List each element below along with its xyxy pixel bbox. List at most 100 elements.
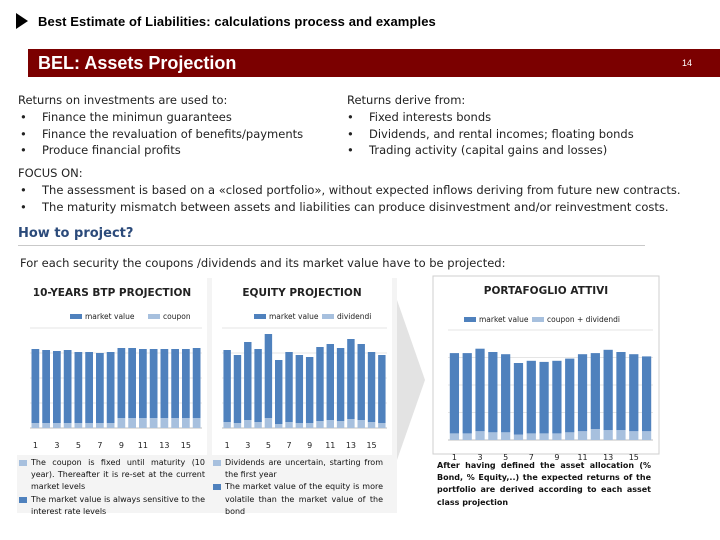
bar-coupon-dividendi [488,432,498,440]
bar-market-value [42,350,50,423]
bar-coupon [192,418,201,428]
bar-market-value [117,348,126,418]
bar-dividendi [264,418,273,428]
x-tick-label: 11 [325,441,335,450]
bar-market-value [128,348,136,418]
x-tick-label: 3 [245,441,250,450]
bar-coupon [117,418,126,428]
x-tick-label: 5 [76,441,81,450]
bar-coupon-dividendi [577,431,588,440]
legend-square-icon [532,317,544,322]
bar-market-value [462,353,472,434]
legend-label: dividendi [337,312,371,321]
bar-coupon [182,418,190,428]
list-item: The maturity mismatch between assets and… [18,199,681,216]
bar-market-value [616,352,626,431]
bar-dividendi [347,419,355,428]
returns-used-heading: Returns on investments are used to: [18,93,228,107]
legend-label: market value [479,315,529,324]
bar-coupon [96,423,104,428]
bar-coupon-dividendi [629,431,639,440]
bar-market-value [367,352,376,422]
legend-label: coupon [163,312,191,321]
bar-market-value [149,349,158,418]
list-item: Dividends, and rental incomes; floating … [345,126,634,143]
legend-square-icon [213,460,221,466]
x-tick-label: 5 [503,453,508,462]
bar-market-value [526,360,536,434]
bar-market-value [96,353,104,423]
slide-header: Best Estimate of Liabilities: calculatio… [16,11,436,31]
bar-market-value [378,355,386,423]
bar-market-value [63,350,72,423]
bar-dividendi [223,422,231,428]
bar-coupon-dividendi [565,432,575,440]
bar-coupon-dividendi [513,434,524,440]
btp-notes: The coupon is fixed until maturity (10 y… [17,457,205,518]
portfolio-notes: After having defined the asset allocatio… [437,460,651,509]
list-item: Fixed interests bonds [345,109,634,126]
legend-square-icon [254,314,266,319]
divider [18,245,645,246]
bar-dividendi [254,422,262,428]
banner-title: BEL: Assets Projection [38,53,237,73]
note-item: The market value is always sensitive to … [17,494,205,518]
legend-square-icon [213,484,221,491]
chart-title: EQUITY PROJECTION [242,287,361,299]
bar-dividendi [367,422,376,428]
page-number: 14 [681,58,692,68]
x-tick-label: 1 [452,453,457,462]
bar-market-value [182,349,190,418]
bar-market-value [641,356,652,432]
legend-square-icon [322,314,334,319]
section-banner: BEL: Assets Projection 14 [28,49,720,77]
x-tick-label: 11 [577,453,587,462]
bar-market-value [254,349,262,422]
list-item: Finance the minimun guarantees [18,109,303,126]
slide-header-title: Best Estimate of Liabilities: calculatio… [38,13,436,29]
legend-label: market value [269,312,319,321]
bar-dividendi [378,423,386,428]
flow-arrow-icon [397,300,425,460]
x-tick-label: 11 [138,441,148,450]
bar-market-value [475,348,485,432]
bar-coupon-dividendi [603,430,613,440]
bar-coupon [160,418,169,428]
bar-dividendi [295,423,304,428]
bar-market-value [552,360,562,434]
legend-square-icon [70,314,82,319]
bar-market-value [336,348,345,421]
x-tick-label: 7 [529,453,534,462]
x-tick-label: 3 [477,453,482,462]
bar-dividendi [336,421,345,428]
bar-market-value [629,354,639,432]
bar-market-value [347,339,355,419]
list-item: Finance the revaluation of benefits/paym… [18,126,303,143]
x-tick-label: 9 [307,441,312,450]
bar-market-value [275,360,283,424]
legend-label: market value [85,312,135,321]
bar-market-value [31,349,40,423]
legend-square-icon [19,496,27,503]
bar-market-value [295,355,304,423]
bar-market-value [357,344,365,420]
returns-used-list: Finance the minimun guarantees Finance t… [18,109,303,159]
how-subtitle: For each security the coupons /dividends… [20,256,506,270]
bar-dividendi [275,424,283,428]
bar-market-value [171,349,179,418]
focus-heading: FOCUS ON: [18,166,83,180]
list-item: Trading activity (capital gains and loss… [345,142,634,159]
bar-coupon [106,423,115,428]
focus-list: The assessment is based on a «closed por… [18,182,681,215]
x-tick-label: 15 [366,441,376,450]
bar-market-value [488,352,498,433]
bar-market-value [223,350,231,422]
legend-square-icon [148,314,160,319]
bar-coupon-dividendi [475,431,485,440]
bar-market-value [85,352,93,423]
bar-market-value [106,352,115,423]
bar-market-value [539,361,549,434]
bar-market-value [316,347,324,421]
x-tick-label: 9 [119,441,124,450]
bar-coupon-dividendi [552,433,562,440]
